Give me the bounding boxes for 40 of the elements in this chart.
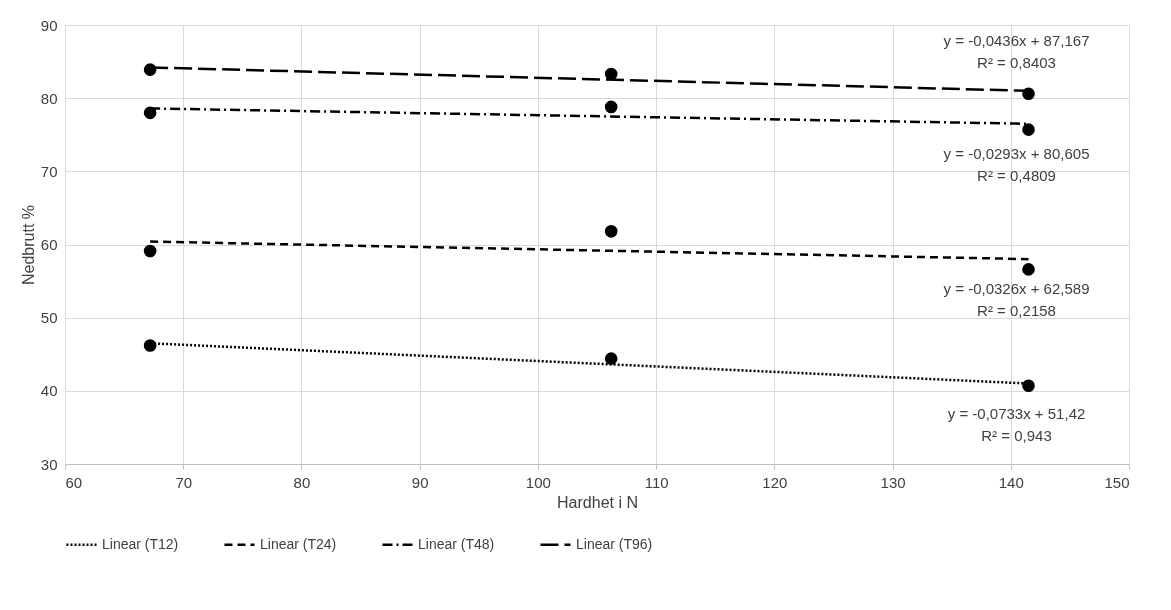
- y-tick-label: 80: [40, 89, 58, 107]
- annotation: R² = 0,8403: [977, 53, 1056, 71]
- x-tick-label: 80: [293, 473, 311, 491]
- point: [143, 339, 157, 352]
- annotation: R² = 0,2158: [977, 302, 1056, 320]
- x-tick-label: 120: [762, 473, 788, 491]
- x-axis-title: Hardhet i N: [557, 493, 638, 511]
- y-tick-label: 70: [40, 162, 58, 180]
- point: [604, 225, 618, 238]
- y-tick-label: 30: [40, 455, 58, 473]
- x-tick-label: 60: [65, 473, 83, 491]
- x-tick-label: 70: [175, 473, 193, 491]
- x-tick-label: 90: [411, 473, 429, 491]
- legend-label: Linear (T48): [418, 535, 495, 552]
- x-tick-label: 110: [644, 473, 669, 491]
- point: [1022, 379, 1035, 393]
- legend-label: Linear (T24): [260, 535, 337, 552]
- point: [1022, 263, 1035, 276]
- point: [604, 100, 618, 114]
- annotation: y = -0,0293x + 80,605: [943, 144, 1090, 162]
- x-tick-label: 100: [525, 473, 551, 491]
- annotation: R² = 0,943: [981, 426, 1052, 444]
- annotation: R² = 0,4809: [977, 166, 1056, 184]
- legend-label: Linear (T12): [102, 535, 179, 552]
- x-tick-label: 150: [1104, 473, 1130, 491]
- point: [143, 244, 157, 258]
- annotation: y = -0,0733x + 51,42: [947, 404, 1086, 422]
- y-tick-label: 50: [40, 309, 58, 327]
- y-tick-label: 60: [40, 236, 58, 253]
- x-tick-label: 130: [880, 473, 906, 491]
- annotation: y = -0,0326x + 62,589: [943, 280, 1090, 298]
- annotation: y = -0,0436x + 87,167: [943, 31, 1090, 49]
- y-axis-title: Nedbrutt %: [19, 204, 37, 286]
- legend-label: Linear (T96): [576, 535, 653, 552]
- y-tick-label: 90: [40, 16, 58, 34]
- point: [604, 352, 618, 365]
- x-tick-label: 140: [998, 473, 1024, 491]
- point: [1022, 87, 1035, 101]
- y-tick-label: 40: [40, 382, 58, 400]
- point: [1022, 123, 1035, 136]
